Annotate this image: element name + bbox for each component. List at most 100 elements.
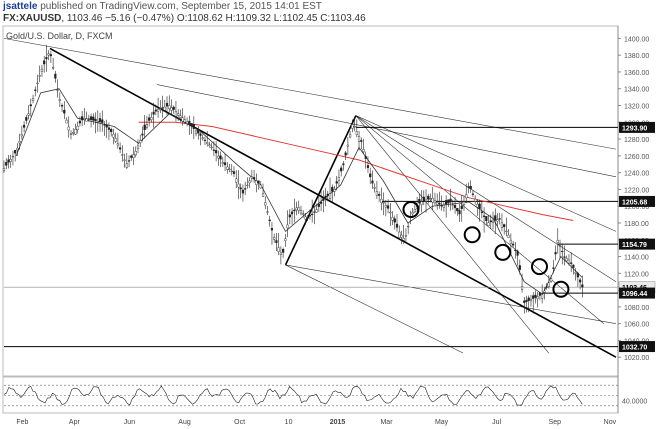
candle-body: [373, 187, 376, 189]
candle-body: [139, 140, 142, 144]
candle-body: [322, 198, 325, 201]
candle-body: [45, 57, 48, 60]
y-tick-label: 1140.00: [624, 255, 649, 262]
candle-body: [418, 198, 421, 204]
x-tick-label: Apr: [69, 419, 81, 426]
author-name[interactable]: jsattele: [3, 1, 38, 12]
candle-body: [83, 118, 86, 120]
candle-body: [445, 200, 448, 205]
candle-body: [335, 181, 338, 184]
candle-body: [326, 193, 329, 196]
candle-body: [174, 111, 178, 117]
candle-body: [331, 186, 334, 192]
candle-body: [369, 173, 372, 178]
candle-body: [252, 177, 256, 180]
candle-body: [382, 202, 385, 204]
price-level-label-bg: [619, 121, 655, 133]
candle-body: [366, 165, 370, 168]
candle-body: [69, 133, 73, 135]
x-tick-label: Sep: [549, 419, 562, 426]
price-level-label: 1032.70: [622, 345, 647, 352]
candle-body: [315, 209, 318, 213]
candle-body: [520, 286, 524, 290]
candle-body: [565, 258, 568, 262]
candle-body: [438, 202, 441, 205]
candle-body: [389, 211, 392, 214]
candle-body: [509, 239, 512, 244]
price-level-label: 1205.68: [622, 199, 647, 206]
candle-body: [52, 66, 55, 69]
candle-body: [38, 75, 41, 77]
candle-body: [248, 180, 251, 184]
candle-body: [36, 82, 39, 85]
candle-body: [203, 139, 207, 141]
candle-body: [130, 155, 133, 158]
candle-body: [469, 186, 472, 190]
candle-body: [462, 201, 466, 206]
candle-body: [277, 247, 280, 252]
candle-body: [505, 230, 508, 233]
candle-body: [43, 60, 46, 65]
highlight-circle: [494, 243, 512, 261]
candle-body: [545, 286, 548, 288]
candle-body: [317, 203, 320, 207]
candle-body: [192, 124, 195, 129]
candle-body: [172, 106, 175, 110]
candle-body: [20, 134, 23, 137]
candle-body: [554, 252, 557, 255]
candle-body: [152, 111, 155, 115]
candle-body: [311, 213, 314, 216]
highlight-circles: [402, 201, 570, 298]
candle-body: [525, 299, 528, 302]
price-level-label-bg: [619, 195, 655, 207]
candle-body: [208, 144, 211, 146]
candle-body: [60, 105, 64, 107]
price-level-label: 1293.90: [622, 125, 647, 132]
candle-body: [494, 215, 497, 221]
candle-body: [159, 108, 162, 110]
last-price: 1103.46: [66, 13, 103, 24]
candle-body: [123, 159, 126, 161]
candle-body: [150, 117, 153, 120]
y-tick-label: 1260.00: [624, 154, 649, 161]
candle-body: [460, 205, 463, 209]
candle-body: [11, 155, 15, 158]
candle-body: [5, 162, 8, 166]
time-axis[interactable]: Feb Apr Jun Aug Oct 10 2015 Mar May Jul Sep Nov: [16, 419, 616, 426]
indicator-pane: [2, 376, 619, 414]
candle-body: [563, 256, 566, 258]
candle-body: [246, 184, 249, 186]
y-tick-label: 1080.00: [624, 305, 649, 312]
y-tick-label: 1020.00: [624, 355, 649, 362]
trend-line: [49, 47, 617, 358]
candle-body: [125, 163, 128, 168]
candle-body: [293, 209, 296, 212]
candle-body: [165, 102, 169, 107]
candle-body: [489, 220, 492, 223]
candle-body: [29, 104, 32, 107]
candle-body: [54, 73, 57, 79]
highlight-circle: [402, 201, 420, 219]
highlight-circle: [463, 226, 481, 244]
candle-body: [266, 211, 269, 213]
candle-body: [235, 178, 238, 183]
candle-body: [561, 250, 564, 253]
candle-body: [491, 220, 495, 224]
trend-line: [355, 115, 617, 282]
candle-body: [344, 152, 347, 156]
highlight-circle: [531, 258, 548, 276]
candle-body: [107, 127, 111, 130]
x-tick-label: Jul: [492, 419, 501, 426]
candle-body: [360, 140, 363, 142]
candle-body: [429, 198, 432, 200]
indicator-line: [3, 385, 583, 406]
candle-body: [14, 150, 17, 154]
candle-body: [407, 225, 410, 228]
candle-body: [413, 209, 416, 213]
candle-body: [313, 211, 316, 213]
x-tick-label: Feb: [16, 419, 28, 426]
candle-body: [427, 195, 430, 200]
candle-body: [282, 249, 285, 253]
candle-body: [18, 140, 21, 144]
